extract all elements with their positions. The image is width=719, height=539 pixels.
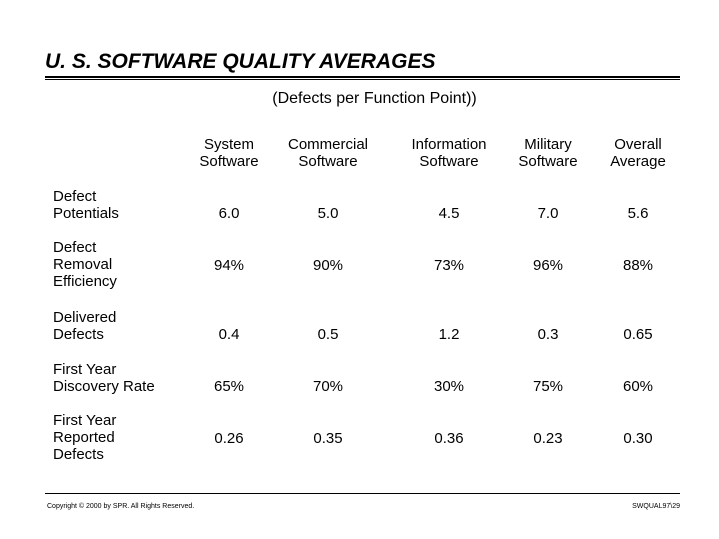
- table-cell: 0.65: [623, 326, 653, 343]
- table-cell: 5.0: [317, 205, 339, 222]
- table-cell: 30%: [433, 378, 465, 395]
- subtitle: (Defects per Function Point)): [272, 90, 477, 107]
- table-cell: 75%: [532, 378, 564, 395]
- table-cell: 96%: [532, 257, 564, 274]
- footer-slide-id: SWQUAL97\29: [632, 503, 680, 510]
- footer-rule: [45, 493, 680, 494]
- table-cell: 7.0: [537, 205, 559, 222]
- row-label-first-year-discovery-rate: First Year Discovery Rate: [53, 361, 155, 395]
- table-cell: 90%: [312, 257, 344, 274]
- table-cell: 0.30: [623, 430, 653, 447]
- row-label-first-year-reported-defects: First Year Reported Defects: [53, 412, 117, 463]
- table-cell: 88%: [622, 257, 654, 274]
- table-cell: 0.36: [434, 430, 464, 447]
- table-cell: 65%: [213, 378, 245, 395]
- table-cell: 0.35: [313, 430, 343, 447]
- row-label-defect-removal-efficiency: Defect Removal Efficiency: [53, 239, 117, 290]
- table-cell: 0.23: [533, 430, 563, 447]
- table-cell: 70%: [312, 378, 344, 395]
- table-cell: 60%: [622, 378, 654, 395]
- row-label-defect-potentials: Defect Potentials: [53, 188, 119, 222]
- table-cell: 73%: [433, 257, 465, 274]
- slide-title: U. S. SOFTWARE QUALITY AVERAGES: [45, 50, 436, 73]
- table-cell: 6.0: [218, 205, 240, 222]
- footer-copyright: Copyright © 2000 by SPR. All Rights Rese…: [47, 503, 195, 510]
- row-label-delivered-defects: Delivered Defects: [53, 309, 117, 343]
- table-cell: 0.5: [317, 326, 339, 343]
- column-header-system: System Software: [199, 136, 259, 170]
- table-cell: 0.3: [537, 326, 559, 343]
- column-header-military: Military Software: [518, 136, 578, 170]
- table-cell: 5.6: [627, 205, 649, 222]
- table-cell: 0.26: [214, 430, 244, 447]
- table-cell: 1.2: [438, 326, 460, 343]
- column-header-overall: Overall Average: [610, 136, 666, 170]
- title-rule: [45, 76, 680, 80]
- column-header-commercial: Commercial Software: [287, 136, 368, 170]
- column-header-information: Information Software: [411, 136, 487, 170]
- table-cell: 94%: [213, 257, 245, 274]
- table-cell: 4.5: [438, 205, 460, 222]
- table-cell: 0.4: [218, 326, 240, 343]
